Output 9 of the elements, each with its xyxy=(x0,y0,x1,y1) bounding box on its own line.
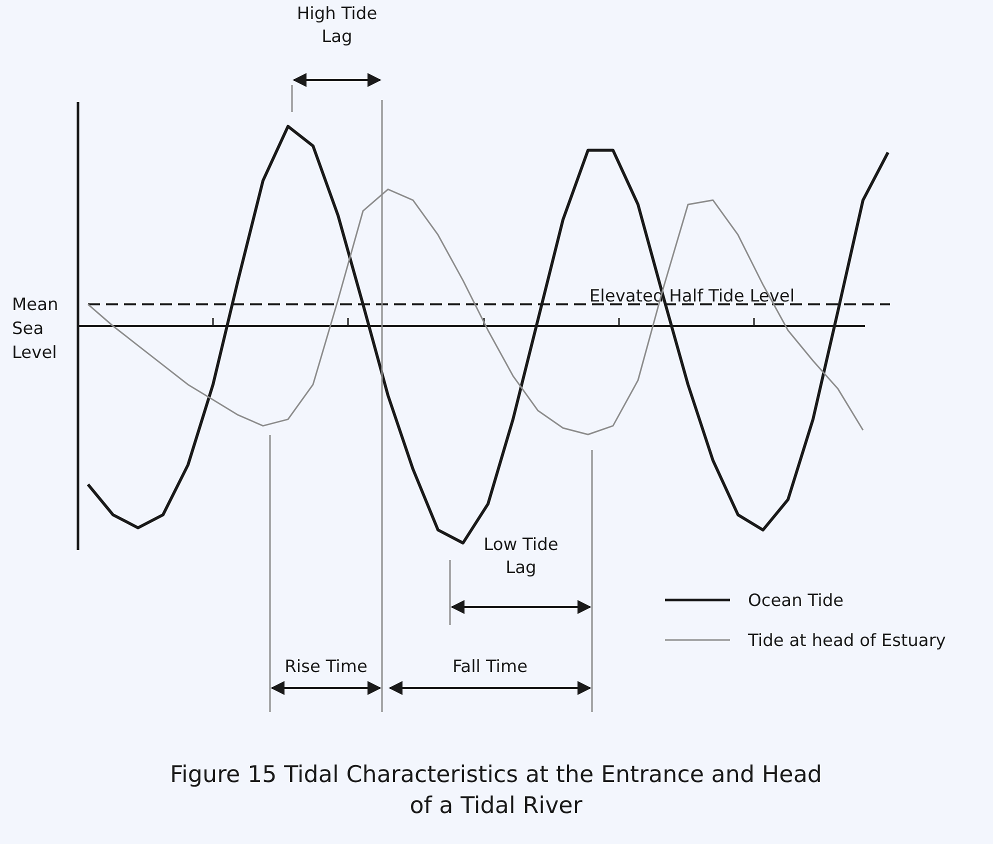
text: Fall Time xyxy=(452,657,528,677)
text: Figure 15 Tidal Characteristics at the Entrance and Head of a Tidal River xyxy=(170,762,822,819)
legend-label: Ocean Tide xyxy=(748,591,844,611)
text: Rise Time xyxy=(284,657,368,677)
ref-line-label: Mean Sea Level xyxy=(12,295,58,363)
legend-label: Tide at head of Estuary xyxy=(747,631,946,651)
annotation: Low Tide Lag xyxy=(484,535,558,578)
ref-line-label: Elevated Half Tide Level xyxy=(589,286,795,306)
text: High Tide Lag xyxy=(296,4,378,47)
